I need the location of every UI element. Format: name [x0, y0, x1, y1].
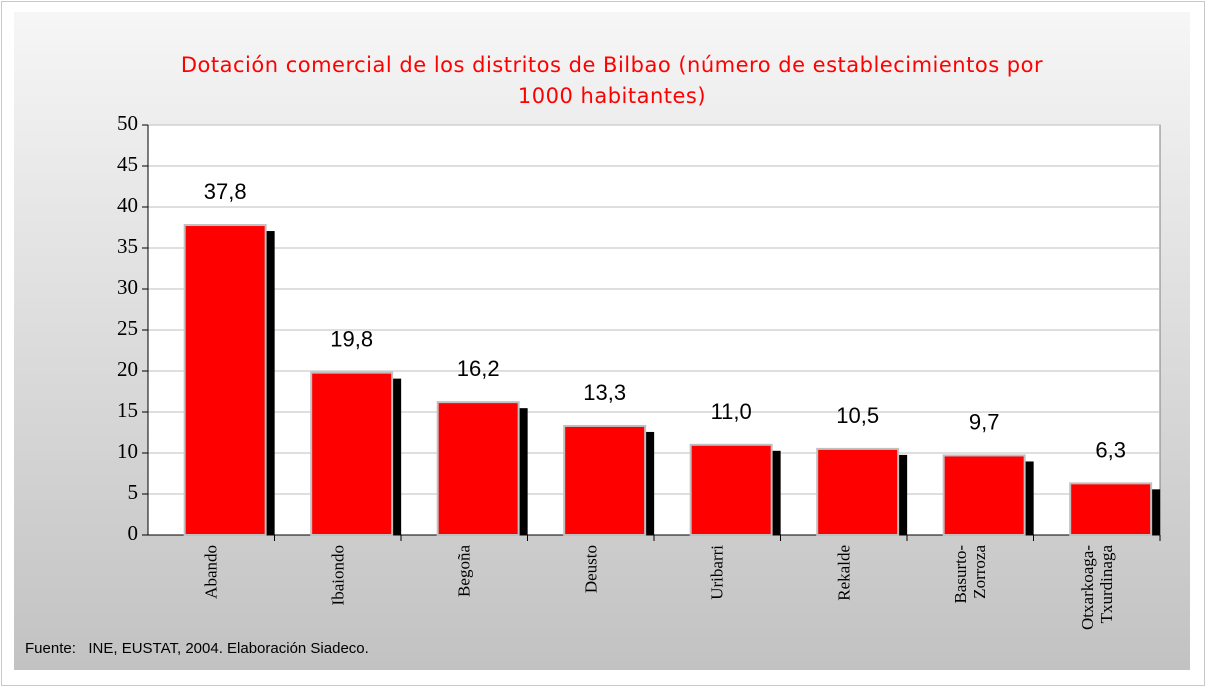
x-tick-label: Uribarri	[707, 545, 727, 600]
bar	[816, 447, 900, 536]
x-tick-label: Otxarkoaga- Txurdinaga	[1077, 545, 1116, 630]
bar-shadow	[1151, 489, 1161, 535]
y-tick-label: 50	[117, 111, 138, 135]
bar	[1069, 482, 1153, 536]
bar-shadow	[518, 408, 528, 535]
y-tick-label: 15	[117, 398, 138, 422]
source-note: Fuente: INE, EUSTAT, 2004. Elaboración S…	[25, 640, 369, 657]
bar-shadow	[645, 431, 655, 535]
bar	[689, 443, 773, 536]
bar	[436, 401, 520, 536]
data-label: 9,7	[969, 409, 1000, 434]
y-tick-label: 45	[117, 152, 138, 176]
data-label: 11,0	[711, 399, 752, 424]
x-tick-label: Begoña	[454, 545, 474, 597]
bar-shadow	[771, 450, 781, 535]
data-label: 19,8	[330, 327, 373, 352]
bar	[942, 454, 1026, 536]
y-tick-label: 35	[117, 234, 138, 258]
x-tick-label: Basurto- Zorroza	[951, 545, 990, 604]
data-label: 13,3	[583, 380, 626, 405]
chart-title: Dotación comercial de los distritos de B…	[180, 53, 1044, 108]
y-tick-label: 30	[117, 275, 138, 299]
bar-shadow	[898, 454, 908, 535]
x-tick-label: Deusto	[581, 545, 601, 594]
y-tick-label: 25	[117, 316, 138, 340]
bar-shadow	[265, 231, 275, 536]
x-tick-label: Ibaiondo	[328, 545, 348, 606]
y-tick-label: 20	[117, 357, 138, 381]
x-tick-label: Rekalde	[834, 545, 854, 601]
bar-shadow	[392, 378, 402, 535]
bar	[563, 424, 647, 536]
y-tick-label: 40	[117, 193, 138, 217]
data-label: 37,8	[204, 179, 247, 204]
y-tick-label: 5	[128, 480, 139, 504]
data-label: 16,2	[457, 356, 500, 381]
y-tick-label: 10	[117, 439, 138, 463]
bar-shadow	[1024, 461, 1034, 535]
y-tick-label: 0	[128, 521, 139, 545]
data-label: 10,5	[836, 403, 879, 428]
data-label: 6,3	[1095, 437, 1126, 462]
bar	[183, 224, 267, 536]
bar	[310, 371, 394, 537]
x-tick-label: Abando	[201, 545, 221, 599]
